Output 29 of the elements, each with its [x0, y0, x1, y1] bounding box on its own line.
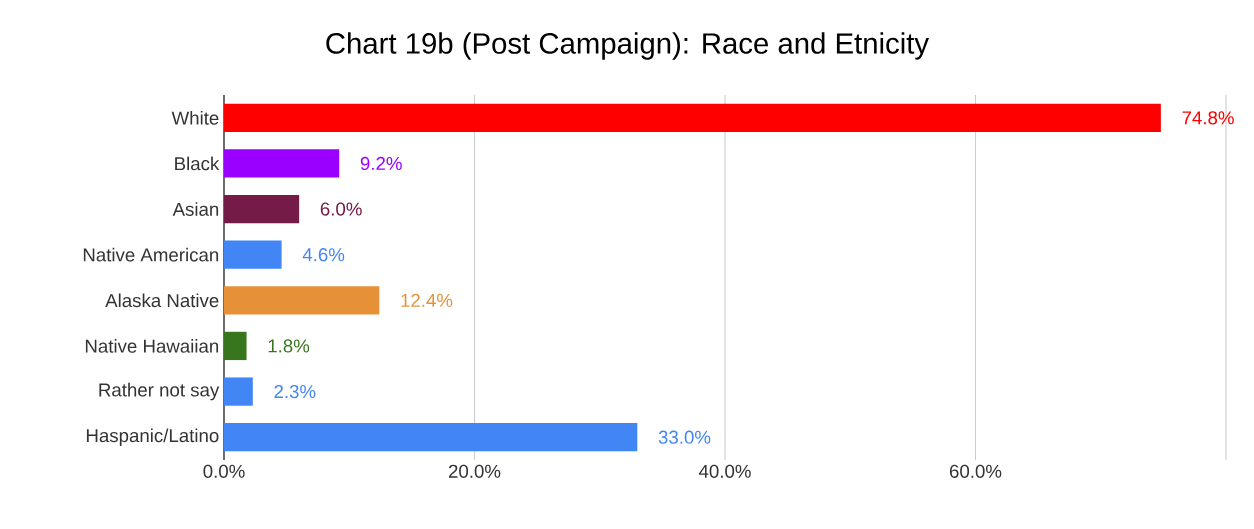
y-tick-label: White	[171, 110, 219, 125]
y-tick-label: Native American	[83, 247, 219, 262]
y-tick-label: Alaska Native	[105, 293, 219, 308]
data-label: 1.8%	[268, 339, 310, 353]
bar	[224, 103, 1161, 132]
x-tick-label: 20.0%	[448, 464, 501, 478]
y-tick-label: Haspanic/Latino	[86, 428, 219, 446]
chart-title: Chart 19b (Post Campaign): Race and Etnicity	[326, 32, 930, 60]
bar	[224, 286, 380, 315]
x-tick-label: 0.0%	[203, 464, 245, 478]
data-label: 9.2%	[360, 156, 402, 171]
bar	[224, 240, 282, 269]
data-label: 12.4%	[401, 293, 453, 307]
y-tick-label: Asian	[172, 202, 219, 216]
bar	[224, 377, 253, 406]
bar	[224, 423, 638, 452]
x-tick-label: 40.0%	[698, 464, 751, 478]
bar	[224, 149, 340, 178]
data-label: 2.3%	[274, 384, 316, 399]
data-label: 6.0%	[320, 202, 362, 216]
y-tick-label: Black	[175, 156, 220, 171]
bar	[224, 194, 300, 224]
y-tick-label: Rather not say	[99, 382, 220, 401]
data-label: 74.8%	[1182, 111, 1234, 125]
bar	[224, 331, 247, 361]
data-label: 4.6%	[302, 248, 345, 262]
x-tick-label: 60.0%	[949, 464, 1002, 478]
data-label: 33.0%	[658, 430, 711, 444]
y-tick-label: Native Hawaiian	[85, 339, 219, 353]
